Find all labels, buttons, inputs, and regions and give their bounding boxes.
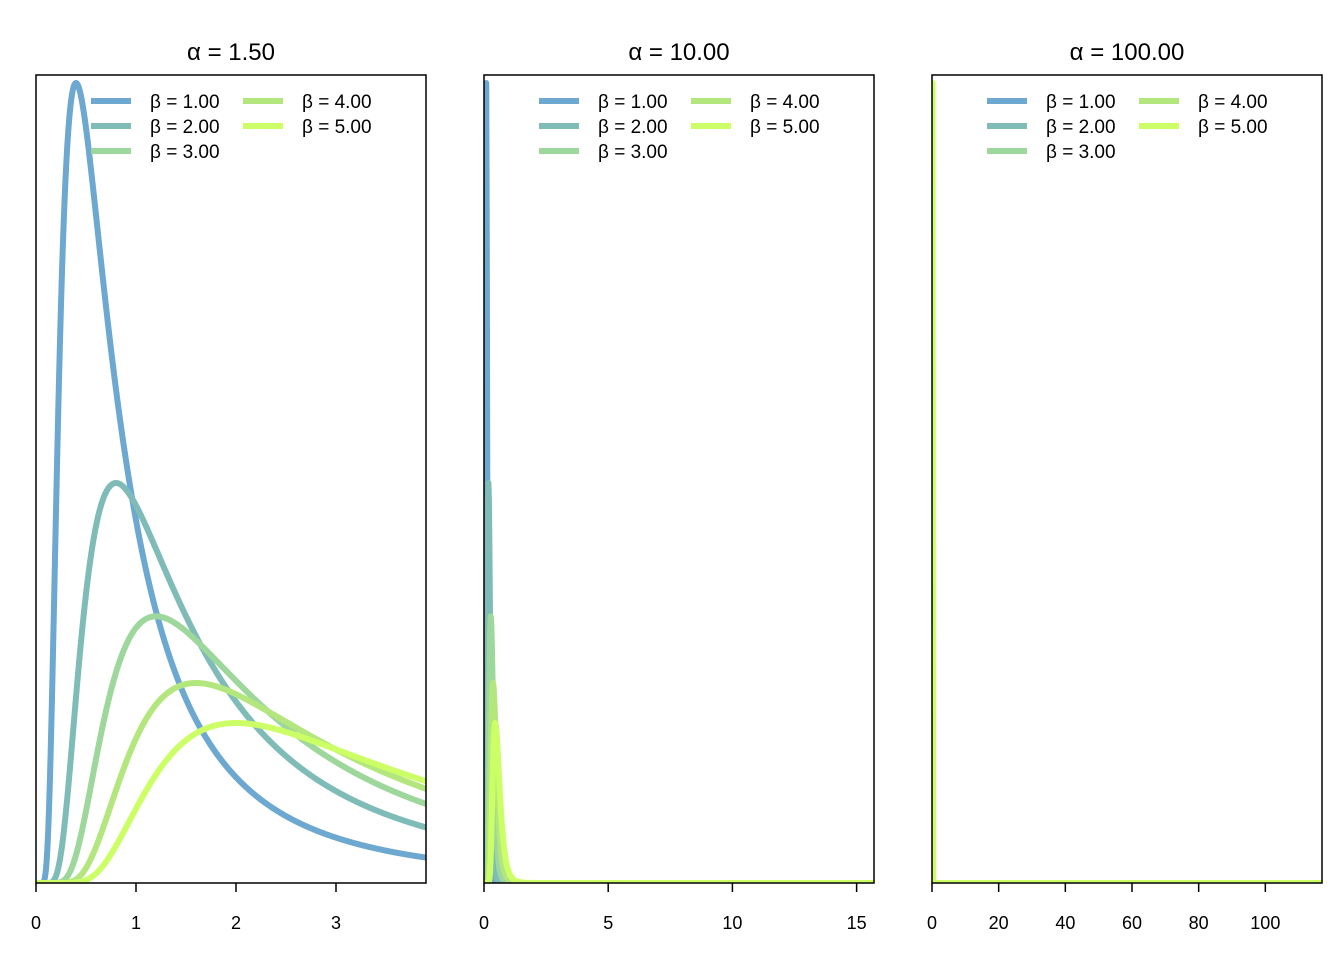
- legend-label: β = 5.00: [750, 117, 820, 138]
- panel-1: α = 1.500 1 2 3β = 1.00β = 2.00β = 3.00β = …: [31, 39, 427, 933]
- panel-2: α = 10.000 5 10 15β = 1.00β = 2.00β = 3.00β…: [479, 39, 875, 933]
- legend-label: β = 5.00: [1198, 117, 1268, 138]
- series-line-beta-3: [36, 613, 426, 883]
- panel-title: α = 100.00: [1070, 39, 1185, 66]
- legend-label: β = 4.00: [302, 92, 372, 113]
- series-line-beta-2: [36, 480, 426, 883]
- series-line-beta-5: [484, 720, 874, 883]
- series-line-beta-5: [36, 720, 426, 883]
- legend-label: β = 3.00: [598, 142, 668, 163]
- series-line-beta-5: [932, 80, 1322, 883]
- x-tick-label: 1: [131, 913, 141, 933]
- plot-frame: [35, 74, 427, 884]
- x-tick-label: 100: [1250, 913, 1280, 933]
- series-line-beta-1: [36, 80, 426, 883]
- x-tick-label: 20: [989, 913, 1009, 933]
- x-axis: 0 20 40 60 80 100: [927, 883, 1280, 933]
- legend-label: β = 1.00: [1046, 92, 1116, 113]
- legend-label: β = 2.00: [598, 117, 668, 138]
- x-tick-label: 60: [1122, 913, 1142, 933]
- panel-title: α = 1.50: [187, 39, 275, 66]
- x-tick-label: 0: [31, 913, 41, 933]
- legend-label: β = 4.00: [750, 92, 820, 113]
- curves: [932, 80, 1322, 883]
- curves: [36, 80, 426, 883]
- plot-frame: [931, 74, 1323, 884]
- series-line-beta-2: [484, 480, 874, 883]
- x-tick-label: 10: [722, 913, 742, 933]
- x-axis: 0 5 10 15: [479, 883, 867, 933]
- panel-title: α = 10.00: [628, 39, 729, 66]
- legend-label: β = 3.00: [1046, 142, 1116, 163]
- series-line-beta-4: [484, 680, 874, 883]
- legend: β = 1.00 β = 2.00 β = 3.00 β = 4.00 β = 5.00: [91, 92, 372, 163]
- curves: [484, 80, 874, 883]
- x-tick-label: 0: [927, 913, 937, 933]
- legend-label: β = 1.00: [598, 92, 668, 113]
- x-tick-label: 15: [847, 913, 867, 933]
- x-tick-label: 80: [1189, 913, 1209, 933]
- legend: β = 1.00 β = 2.00 β = 3.00 β = 4.00 β = 5.00: [539, 92, 820, 163]
- x-tick-label: 0: [479, 913, 489, 933]
- x-axis: 0 1 2 3: [31, 883, 341, 933]
- x-tick-label: 5: [603, 913, 613, 933]
- series-line-beta-1: [484, 80, 874, 883]
- legend: β = 1.00 β = 2.00 β = 3.00 β = 4.00 β = 5.00: [987, 92, 1268, 163]
- x-tick-label: 2: [231, 913, 241, 933]
- series-line-beta-3: [484, 613, 874, 883]
- legend-label: β = 3.00: [150, 142, 220, 163]
- legend-label: β = 2.00: [150, 117, 220, 138]
- legend-label: β = 4.00: [1198, 92, 1268, 113]
- legend-label: β = 1.00: [150, 92, 220, 113]
- legend-label: β = 2.00: [1046, 117, 1116, 138]
- plot-frame: [483, 74, 875, 884]
- x-tick-label: 40: [1055, 913, 1075, 933]
- legend-label: β = 5.00: [302, 117, 372, 138]
- series-line-beta-4: [36, 680, 426, 883]
- x-tick-label: 3: [331, 913, 341, 933]
